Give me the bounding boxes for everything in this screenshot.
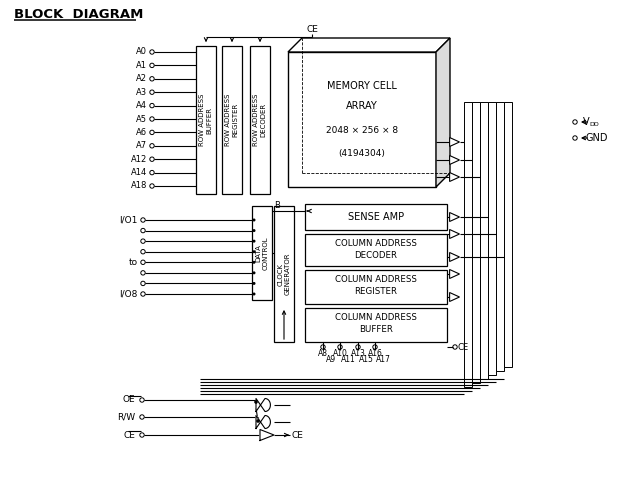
Bar [274,206,294,342]
Text: A6: A6 [136,128,147,137]
Text: CE: CE [306,25,318,34]
Text: SENSE AMP: SENSE AMP [348,212,404,222]
Text: ROW ADDRESS
BUFFER: ROW ADDRESS BUFFER [199,94,212,146]
Text: OE: OE [122,396,135,404]
Polygon shape [256,399,270,412]
Circle shape [252,218,255,222]
Text: ROW ADDRESS
REGISTER: ROW ADDRESS REGISTER [225,94,239,146]
Circle shape [252,282,255,285]
Text: A8: A8 [318,349,328,359]
Text: A1: A1 [136,61,147,70]
Text: A7: A7 [136,141,147,150]
Text: I/O8: I/O8 [120,290,138,298]
Text: A9: A9 [326,356,336,364]
Polygon shape [436,38,450,187]
Text: DD: DD [589,121,598,126]
Polygon shape [450,173,460,182]
Text: A4: A4 [136,101,147,110]
Bar [488,102,496,375]
Polygon shape [450,213,460,222]
Circle shape [252,271,255,274]
Polygon shape [450,269,460,279]
Text: REGISTER: REGISTER [355,287,397,296]
Text: A11: A11 [341,356,355,364]
Text: A2: A2 [136,74,147,83]
Text: CE: CE [457,343,468,351]
Text: CE: CE [123,430,135,440]
Text: COLUMN ADDRESS: COLUMN ADDRESS [335,239,417,247]
Circle shape [254,400,258,404]
Text: A18: A18 [131,182,147,190]
Bar [305,308,447,342]
Text: A15: A15 [358,356,373,364]
Bar [250,46,270,194]
Text: COLUMN ADDRESS: COLUMN ADDRESS [335,313,417,322]
Text: BLOCK  DIAGRAM: BLOCK DIAGRAM [14,8,143,21]
Text: GND: GND [585,133,608,143]
Polygon shape [450,156,460,164]
Bar [305,204,447,230]
Circle shape [256,419,260,423]
Text: A5: A5 [136,115,147,123]
Text: A16: A16 [368,349,383,359]
Text: I/O1: I/O1 [120,215,138,225]
Polygon shape [450,293,460,302]
Text: DATA
CONTROL: DATA CONTROL [255,236,268,270]
Bar [504,102,512,367]
Polygon shape [256,415,270,428]
Text: A0: A0 [136,48,147,56]
Text: A13: A13 [350,349,365,359]
Polygon shape [450,137,460,147]
Text: B: B [274,201,280,211]
Text: A3: A3 [136,88,147,97]
Text: to: to [129,258,138,267]
Bar [305,234,447,266]
Circle shape [252,250,255,253]
Text: (4194304): (4194304) [339,149,386,158]
Circle shape [252,293,255,295]
Bar [305,270,447,304]
Bar [480,102,488,379]
Text: BUFFER: BUFFER [359,325,393,335]
Text: ROW ADDRESS
DECODER: ROW ADDRESS DECODER [254,94,267,146]
Circle shape [252,261,255,264]
Polygon shape [260,429,274,441]
Text: A10: A10 [333,349,347,359]
Bar [496,102,504,371]
Polygon shape [450,229,460,239]
Text: MEMORY CELL: MEMORY CELL [327,81,397,91]
Text: COLUMN ADDRESS: COLUMN ADDRESS [335,276,417,284]
Bar [288,52,436,187]
Text: 2048 × 256 × 8: 2048 × 256 × 8 [326,126,398,135]
Bar [464,102,472,387]
Text: A17: A17 [376,356,391,364]
Circle shape [252,240,255,242]
Text: CE: CE [291,430,303,440]
Text: R/W: R/W [117,413,135,421]
Bar [472,102,480,383]
Polygon shape [288,38,450,52]
Polygon shape [450,253,460,262]
Text: A14: A14 [131,168,147,177]
Bar [252,206,272,300]
Bar [196,46,216,194]
Text: A12: A12 [131,155,147,164]
Bar [222,46,242,194]
Text: CLOCK
GENERATOR: CLOCK GENERATOR [278,253,291,295]
Text: V: V [583,117,590,127]
Text: ARRAY: ARRAY [346,101,378,111]
Circle shape [252,229,255,232]
Text: DECODER: DECODER [355,251,397,259]
